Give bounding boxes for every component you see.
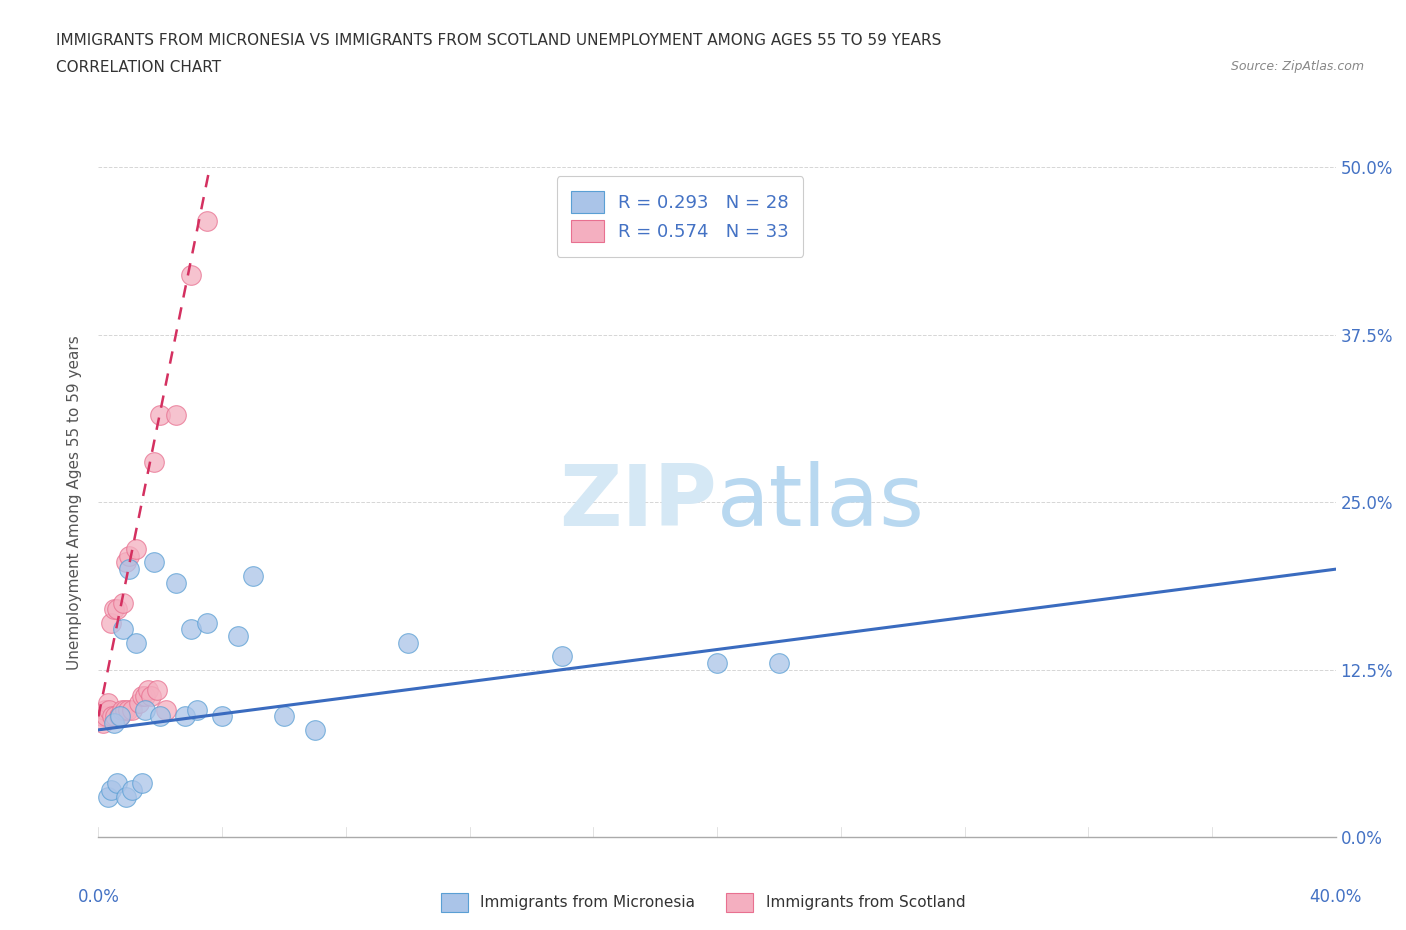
Point xyxy=(139,689,162,704)
Point xyxy=(93,702,115,717)
Point xyxy=(98,702,121,717)
Point xyxy=(134,689,156,704)
Point xyxy=(101,709,124,724)
Point xyxy=(121,783,143,798)
Point xyxy=(118,562,141,577)
Point xyxy=(165,407,187,422)
Point xyxy=(118,549,141,564)
Point xyxy=(108,709,131,724)
Point xyxy=(706,656,728,671)
Text: ZIP: ZIP xyxy=(560,460,717,544)
Point xyxy=(143,555,166,570)
Legend: Immigrants from Micronesia, Immigrants from Scotland: Immigrants from Micronesia, Immigrants f… xyxy=(434,887,972,918)
Point xyxy=(108,709,131,724)
Point xyxy=(186,702,208,717)
Point xyxy=(149,709,172,724)
Point xyxy=(115,790,138,804)
Point xyxy=(195,214,218,229)
Text: Source: ZipAtlas.com: Source: ZipAtlas.com xyxy=(1230,60,1364,73)
Legend: R = 0.293   N = 28, R = 0.574   N = 33: R = 0.293 N = 28, R = 0.574 N = 33 xyxy=(557,177,803,257)
Point xyxy=(195,616,218,631)
Point xyxy=(304,723,326,737)
Point xyxy=(112,622,135,637)
Point xyxy=(97,696,120,711)
Point xyxy=(91,716,114,731)
Point xyxy=(100,616,122,631)
Point xyxy=(273,709,295,724)
Point xyxy=(90,709,112,724)
Point xyxy=(105,602,128,617)
Point xyxy=(131,689,153,704)
Point xyxy=(136,683,159,698)
Point xyxy=(174,709,197,724)
Point xyxy=(180,267,202,282)
Text: IMMIGRANTS FROM MICRONESIA VS IMMIGRANTS FROM SCOTLAND UNEMPLOYMENT AMONG AGES 5: IMMIGRANTS FROM MICRONESIA VS IMMIGRANTS… xyxy=(56,33,942,47)
Point xyxy=(396,635,419,650)
Point xyxy=(149,407,172,422)
Point xyxy=(143,455,166,470)
Point xyxy=(100,783,122,798)
Point xyxy=(124,541,146,556)
Point xyxy=(105,776,128,790)
Point xyxy=(768,656,790,671)
Point xyxy=(551,649,574,664)
Point xyxy=(124,635,146,650)
Point xyxy=(103,602,125,617)
Point xyxy=(146,683,169,698)
Y-axis label: Unemployment Among Ages 55 to 59 years: Unemployment Among Ages 55 to 59 years xyxy=(67,335,83,670)
Point xyxy=(103,716,125,731)
Point xyxy=(180,622,202,637)
Text: atlas: atlas xyxy=(717,460,925,544)
Point xyxy=(165,575,187,590)
Point xyxy=(121,702,143,717)
Text: CORRELATION CHART: CORRELATION CHART xyxy=(56,60,221,75)
Point xyxy=(104,709,127,724)
Point xyxy=(226,629,249,644)
Point xyxy=(107,709,129,724)
Text: 0.0%: 0.0% xyxy=(77,888,120,906)
Point xyxy=(242,568,264,583)
Text: 40.0%: 40.0% xyxy=(1309,888,1362,906)
Point xyxy=(114,702,136,717)
Point xyxy=(97,790,120,804)
Point xyxy=(112,595,135,610)
Point xyxy=(115,555,138,570)
Point xyxy=(96,709,118,724)
Point xyxy=(211,709,233,724)
Point xyxy=(131,776,153,790)
Point xyxy=(155,702,177,717)
Point xyxy=(128,696,150,711)
Point xyxy=(117,702,139,717)
Point xyxy=(111,702,134,717)
Point xyxy=(134,702,156,717)
